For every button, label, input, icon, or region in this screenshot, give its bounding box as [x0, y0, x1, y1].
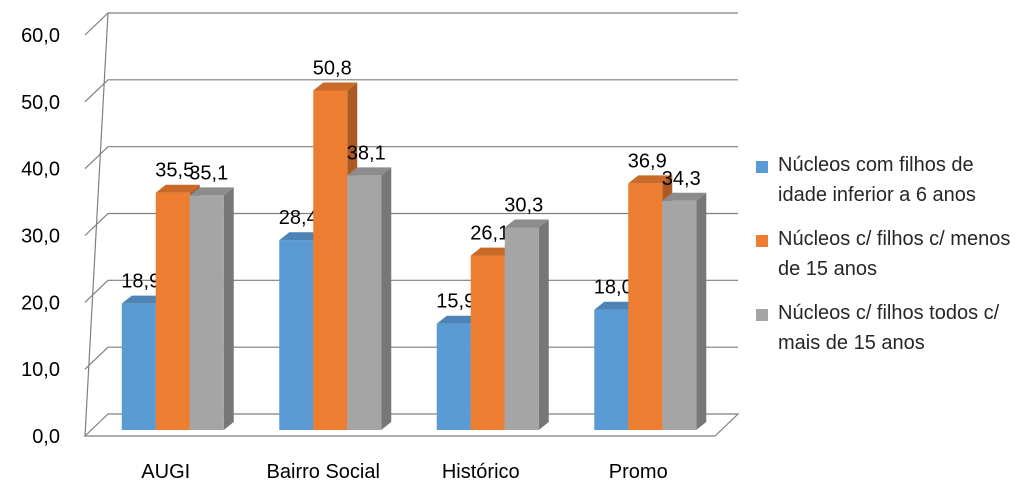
- bar: [279, 240, 314, 430]
- bar: [628, 183, 663, 430]
- bar: [347, 175, 382, 430]
- bar-top: [436, 315, 481, 324]
- data-label: 18,0: [594, 277, 633, 299]
- data-label: 35,5: [155, 160, 194, 182]
- legend-swatch: [756, 309, 768, 321]
- y-tick-label: 20,0: [21, 292, 60, 314]
- data-label: 28,4: [279, 207, 318, 229]
- gridline: [84, 12, 738, 36]
- y-tick-label: 60,0: [21, 25, 60, 47]
- data-label: 15,9: [436, 291, 475, 313]
- y-tick-label: 40,0: [21, 159, 60, 181]
- legend-item: Núcleos c/ filhos todos c/ mais de 15 an…: [752, 298, 1027, 358]
- bar: [155, 192, 190, 430]
- legend-item: Núcleos c/ filhos c/ menos de 15 anos: [752, 224, 1027, 284]
- legend: Núcleos com filhos de idade inferior a 6…: [752, 150, 1027, 372]
- x-category-label: Histórico: [442, 461, 520, 483]
- y-tick-label: 30,0: [21, 226, 60, 248]
- legend-item: Núcleos com filhos de idade inferior a 6…: [752, 150, 1027, 210]
- bar-top: [313, 82, 358, 91]
- y-tick-label: 0,0: [32, 426, 60, 448]
- data-label: 38,1: [347, 142, 386, 164]
- x-category-label: Bairro Social: [267, 461, 380, 483]
- legend-label: Núcleos c/ filhos todos c/ mais de 15 an…: [778, 302, 1000, 354]
- data-label: 18,9: [121, 271, 160, 293]
- chart-floor: [83, 413, 740, 437]
- x-category-label: AUGI: [141, 461, 190, 483]
- legend-swatch: [756, 161, 768, 173]
- bar-side: [223, 187, 234, 430]
- bar: [662, 200, 697, 430]
- bar-top: [504, 219, 549, 228]
- bar-side: [538, 219, 549, 430]
- data-label: 30,3: [504, 194, 543, 216]
- bar-top: [155, 184, 200, 193]
- bar-top: [662, 192, 707, 201]
- data-label: 34,3: [662, 168, 701, 190]
- y-tick-label: 10,0: [21, 359, 60, 381]
- bar-top: [121, 295, 166, 304]
- data-label: 26,1: [470, 223, 509, 245]
- gridline: [84, 79, 738, 103]
- data-label: 50,8: [313, 57, 352, 79]
- bar-top: [279, 232, 324, 241]
- bar-top: [594, 301, 639, 310]
- bar: [594, 309, 629, 430]
- legend-swatch: [756, 235, 768, 247]
- x-category-label: Promo: [609, 461, 668, 483]
- legend-label: Núcleos com filhos de idade inferior a 6…: [778, 154, 976, 206]
- bar-top: [628, 175, 673, 184]
- y-tick-label: 50,0: [21, 92, 60, 114]
- bar: [504, 227, 539, 430]
- bar: [470, 255, 505, 430]
- bar: [121, 303, 156, 430]
- bar-side: [381, 167, 392, 431]
- data-label: 36,9: [628, 150, 667, 172]
- bar-side: [696, 192, 707, 430]
- bar: [436, 323, 471, 430]
- bar: [313, 90, 348, 430]
- legend-label: Núcleos c/ filhos c/ menos de 15 anos: [778, 228, 1011, 280]
- bar-top: [347, 167, 392, 176]
- bar: [189, 195, 224, 430]
- gridline: [84, 146, 738, 170]
- bar-top: [470, 247, 515, 256]
- gridline: [84, 212, 738, 236]
- data-label: 35,1: [189, 162, 228, 184]
- bar-top: [189, 187, 234, 196]
